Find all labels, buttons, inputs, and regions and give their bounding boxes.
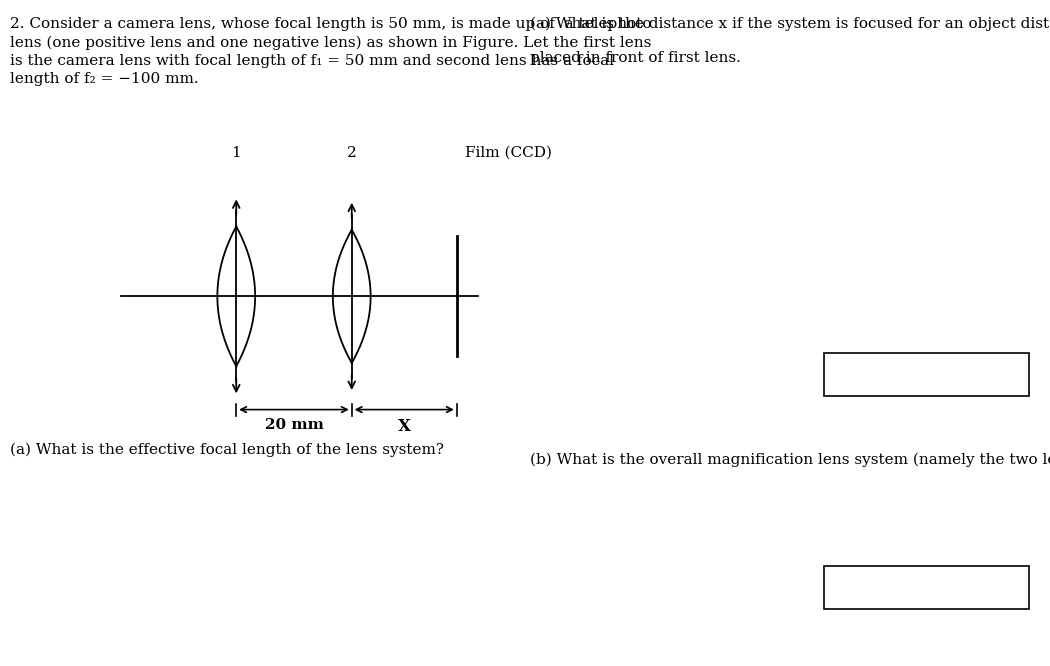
Text: 1: 1 <box>231 146 242 160</box>
Text: (a) What is the effective focal length of the lens system?: (a) What is the effective focal length o… <box>10 443 444 458</box>
Text: x  =: x = <box>843 368 875 382</box>
Text: Film (CCD): Film (CCD) <box>465 146 552 160</box>
Text: placed in front of first lens.: placed in front of first lens. <box>530 51 741 65</box>
Text: X: X <box>398 418 411 435</box>
Bar <box>824 566 1029 609</box>
Text: 20 mm: 20 mm <box>265 418 323 432</box>
Bar <box>824 353 1029 396</box>
Text: 2. Consider a camera lens, whose focal length is 50 mm, is made up of  a telepho: 2. Consider a camera lens, whose focal l… <box>10 17 652 87</box>
Text: m  =: m = <box>843 581 880 595</box>
Text: (b) What is the overall magnification lens system (namely the two lenses)?: (b) What is the overall magnification le… <box>530 453 1050 468</box>
Text: (a) What is the distance x if the system is focused for an object distance of 50: (a) What is the distance x if the system… <box>530 17 1050 31</box>
Text: 2: 2 <box>346 146 357 160</box>
